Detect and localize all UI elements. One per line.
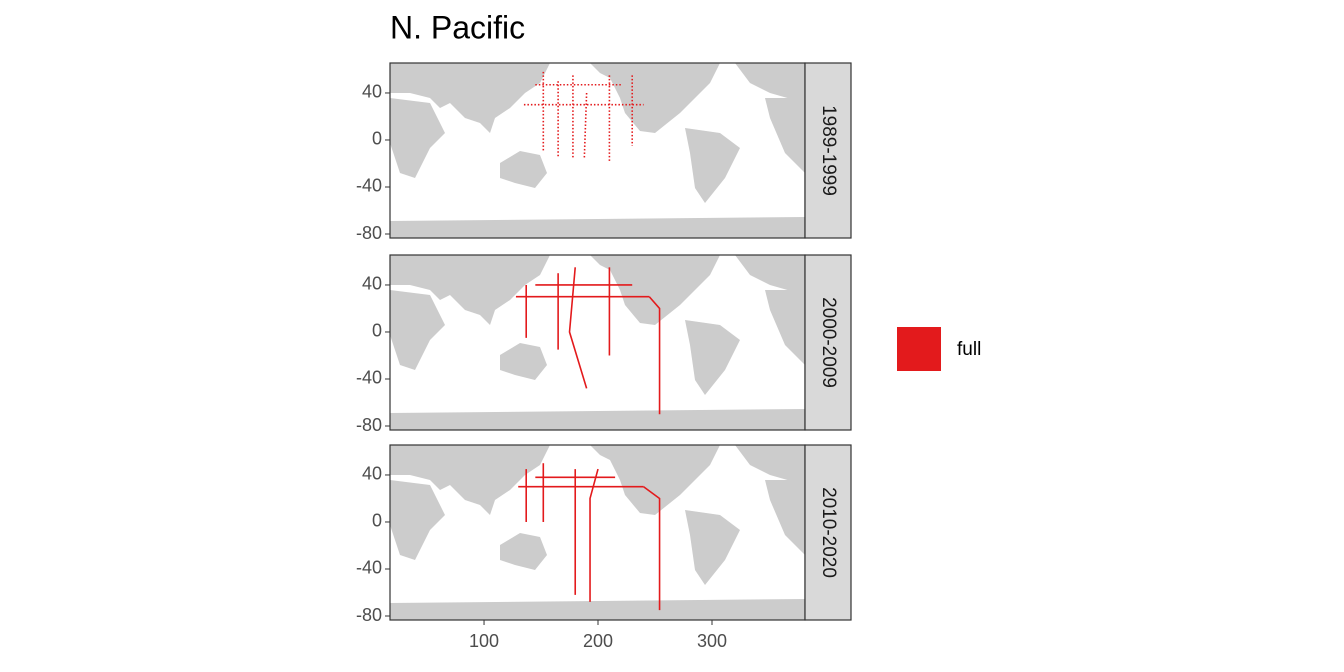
y-tick-label: 40 bbox=[362, 464, 382, 484]
y-tick-label: -80 bbox=[356, 605, 382, 625]
panel bbox=[390, 63, 805, 238]
y-tick-label: -80 bbox=[356, 223, 382, 243]
panel bbox=[390, 255, 805, 430]
y-tick-label: -40 bbox=[356, 558, 382, 578]
ship-track bbox=[583, 92, 588, 158]
strip-label: 2010-2020 bbox=[818, 487, 839, 578]
strip-background bbox=[804, 254, 852, 431]
y-tick-label: -40 bbox=[356, 176, 382, 196]
legend-label: full bbox=[957, 339, 981, 360]
y-tick-label: 0 bbox=[372, 321, 382, 341]
x-tick-label: 200 bbox=[583, 631, 613, 651]
ship-track bbox=[568, 267, 588, 389]
y-tick-label: 40 bbox=[362, 274, 382, 294]
ship-track bbox=[589, 468, 599, 602]
y-tick-label: -40 bbox=[356, 368, 382, 388]
strip-label: 1989-1999 bbox=[818, 105, 839, 196]
y-tick-label: 0 bbox=[372, 511, 382, 531]
x-tick-label: 300 bbox=[697, 631, 727, 651]
strip-background bbox=[804, 444, 852, 621]
strip-label: 2000-2009 bbox=[818, 297, 839, 388]
panel bbox=[390, 445, 805, 620]
y-tick-label: 40 bbox=[362, 82, 382, 102]
strip-background bbox=[804, 62, 852, 239]
y-tick-label: 0 bbox=[372, 129, 382, 149]
x-tick-label: 100 bbox=[469, 631, 499, 651]
chart-title: N. Pacific bbox=[390, 9, 525, 45]
legend-key bbox=[897, 327, 941, 371]
ship-track bbox=[648, 296, 661, 415]
ship-track bbox=[643, 486, 661, 611]
y-tick-label: -80 bbox=[356, 415, 382, 435]
